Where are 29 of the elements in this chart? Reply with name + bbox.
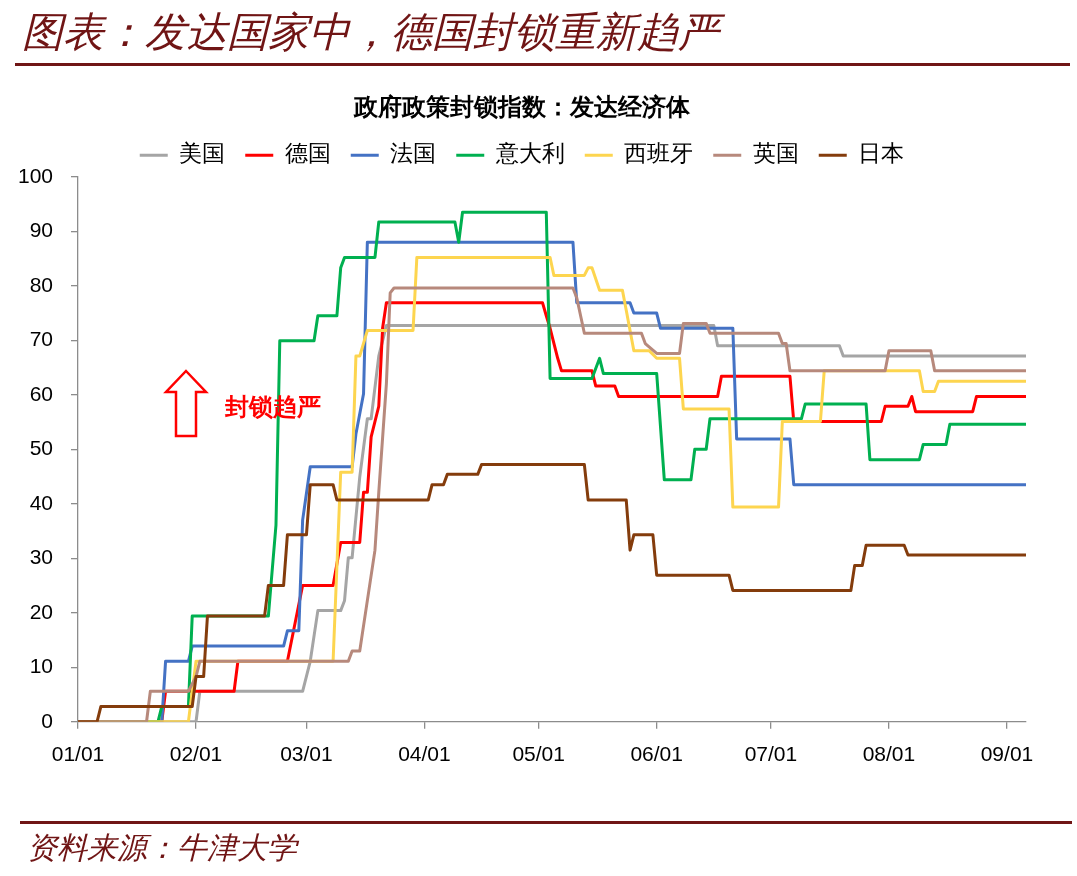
legend-label: 德国 (284, 141, 331, 167)
y-tick-label: 20 (29, 599, 53, 623)
x-tick-label: 09/01 (980, 742, 1034, 766)
y-tick-label: 0 (41, 708, 53, 732)
legend-label: 美国 (179, 141, 226, 167)
legend-label: 意大利 (494, 141, 565, 167)
x-tick-label: 07/01 (744, 742, 798, 766)
legend-label: 日本 (858, 141, 905, 167)
y-tick-label: 80 (29, 272, 53, 296)
y-tick-label: 90 (29, 218, 53, 242)
x-tick-label: 06/01 (630, 742, 683, 766)
y-tick-label: 30 (29, 545, 53, 569)
x-tick-label: 01/01 (51, 742, 105, 766)
y-tick-label: 60 (29, 381, 53, 405)
legend-label: 西班牙 (624, 141, 694, 167)
y-tick-label: 50 (29, 436, 53, 460)
y-tick-label: 40 (29, 490, 53, 514)
x-tick-label: 02/01 (169, 742, 223, 766)
y-tick-label: 100 (17, 163, 53, 187)
legend-label: 英国 (752, 141, 799, 167)
text: 资料来源：牛津大学 (27, 830, 297, 866)
x-tick-label: 05/01 (512, 742, 565, 766)
x-tick-label: 03/01 (280, 742, 333, 766)
y-tick-label: 10 (29, 654, 53, 678)
y-tick-label: 70 (29, 327, 53, 351)
legend-label: 法国 (390, 141, 437, 167)
x-tick-label: 08/01 (862, 742, 916, 766)
x-tick-label: 04/01 (398, 742, 451, 766)
chart-subtitle: 政府政策封锁指数：发达经济体 (353, 93, 691, 120)
